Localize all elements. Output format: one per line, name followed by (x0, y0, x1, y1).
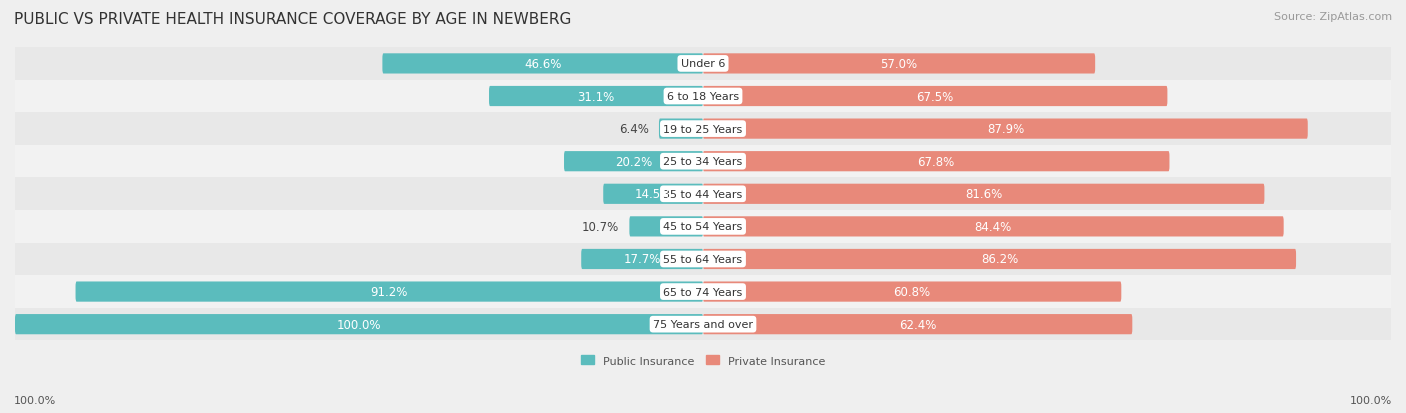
FancyBboxPatch shape (564, 152, 703, 172)
Text: 67.8%: 67.8% (918, 155, 955, 168)
Text: Source: ZipAtlas.com: Source: ZipAtlas.com (1274, 12, 1392, 22)
Text: 75 Years and over: 75 Years and over (652, 319, 754, 330)
Bar (15, 275, 1391, 308)
Text: 19 to 25 Years: 19 to 25 Years (664, 124, 742, 134)
FancyBboxPatch shape (382, 54, 703, 74)
Text: 35 to 44 Years: 35 to 44 Years (664, 189, 742, 199)
Text: 46.6%: 46.6% (524, 58, 561, 71)
FancyBboxPatch shape (703, 282, 1122, 302)
Text: 100.0%: 100.0% (1350, 395, 1392, 405)
Text: 20.2%: 20.2% (614, 155, 652, 168)
FancyBboxPatch shape (581, 249, 703, 269)
FancyBboxPatch shape (703, 217, 1284, 237)
Text: 60.8%: 60.8% (894, 285, 931, 298)
FancyBboxPatch shape (15, 314, 703, 335)
Bar (15, 113, 1391, 145)
Text: 45 to 54 Years: 45 to 54 Years (664, 222, 742, 232)
Text: PUBLIC VS PRIVATE HEALTH INSURANCE COVERAGE BY AGE IN NEWBERG: PUBLIC VS PRIVATE HEALTH INSURANCE COVER… (14, 12, 571, 27)
FancyBboxPatch shape (76, 282, 703, 302)
FancyBboxPatch shape (659, 119, 703, 139)
Text: 62.4%: 62.4% (898, 318, 936, 331)
Text: 31.1%: 31.1% (578, 90, 614, 103)
FancyBboxPatch shape (489, 87, 703, 107)
FancyBboxPatch shape (703, 119, 1308, 139)
Text: 17.7%: 17.7% (623, 253, 661, 266)
FancyBboxPatch shape (703, 249, 1296, 269)
FancyBboxPatch shape (703, 314, 1132, 335)
Bar (15, 81, 1391, 113)
Text: 25 to 34 Years: 25 to 34 Years (664, 157, 742, 167)
Text: 86.2%: 86.2% (981, 253, 1018, 266)
Text: 81.6%: 81.6% (965, 188, 1002, 201)
FancyBboxPatch shape (703, 152, 1170, 172)
Text: 100.0%: 100.0% (337, 318, 381, 331)
Bar (15, 308, 1391, 341)
Text: 67.5%: 67.5% (917, 90, 953, 103)
Bar (15, 145, 1391, 178)
FancyBboxPatch shape (603, 184, 703, 204)
Text: 84.4%: 84.4% (974, 221, 1012, 233)
Bar (15, 178, 1391, 211)
FancyBboxPatch shape (630, 217, 703, 237)
Bar (15, 243, 1391, 275)
Text: 100.0%: 100.0% (14, 395, 56, 405)
Text: 87.9%: 87.9% (987, 123, 1024, 136)
Text: 91.2%: 91.2% (371, 285, 408, 298)
Legend: Public Insurance, Private Insurance: Public Insurance, Private Insurance (576, 351, 830, 370)
Text: 14.5%: 14.5% (634, 188, 672, 201)
Text: 10.7%: 10.7% (582, 221, 619, 233)
FancyBboxPatch shape (703, 54, 1095, 74)
Text: 57.0%: 57.0% (880, 58, 918, 71)
Text: 6.4%: 6.4% (619, 123, 648, 136)
Text: 55 to 64 Years: 55 to 64 Years (664, 254, 742, 264)
Bar (15, 211, 1391, 243)
FancyBboxPatch shape (703, 184, 1264, 204)
Text: 6 to 18 Years: 6 to 18 Years (666, 92, 740, 102)
Text: Under 6: Under 6 (681, 59, 725, 69)
FancyBboxPatch shape (703, 87, 1167, 107)
Bar (15, 48, 1391, 81)
Text: 65 to 74 Years: 65 to 74 Years (664, 287, 742, 297)
